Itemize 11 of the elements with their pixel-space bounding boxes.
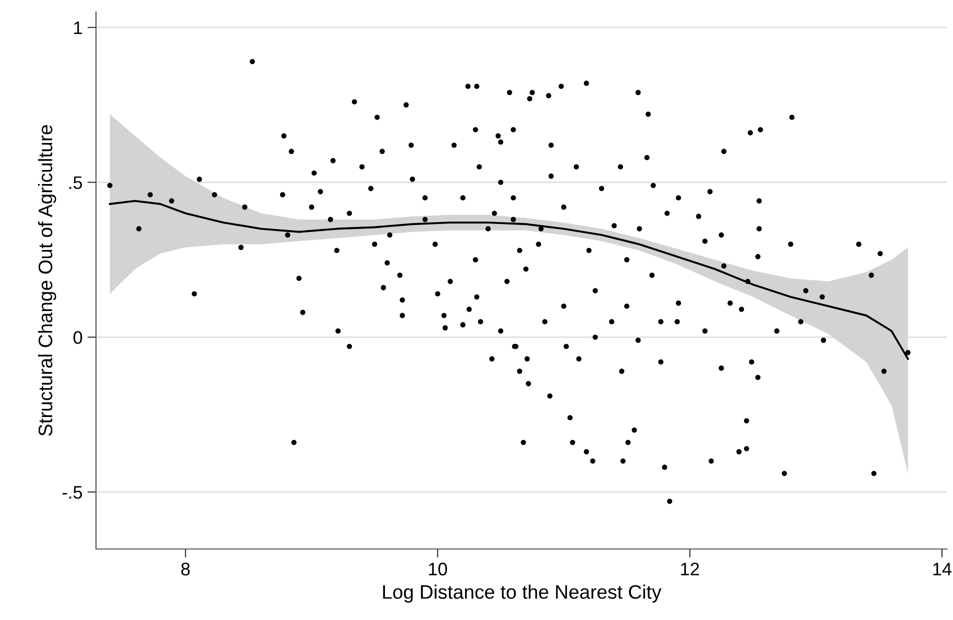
x-tick-label: 10 xyxy=(428,562,447,576)
line-series xyxy=(108,200,909,360)
x-axis-title: Log Distance to the Nearest City xyxy=(383,584,662,603)
y-tick-label: 1 xyxy=(74,22,82,34)
x-tick-label: 12 xyxy=(681,562,699,576)
y-axis-title: Structural Change Out of Agriculture xyxy=(38,125,56,436)
y-tick-label: -.5 xyxy=(62,486,82,499)
x-tick-label: 14 xyxy=(933,562,952,576)
x-tick-label: 8 xyxy=(181,562,190,576)
y-tick-label: 0 xyxy=(73,331,82,344)
y-tick-label: .5 xyxy=(69,176,82,190)
